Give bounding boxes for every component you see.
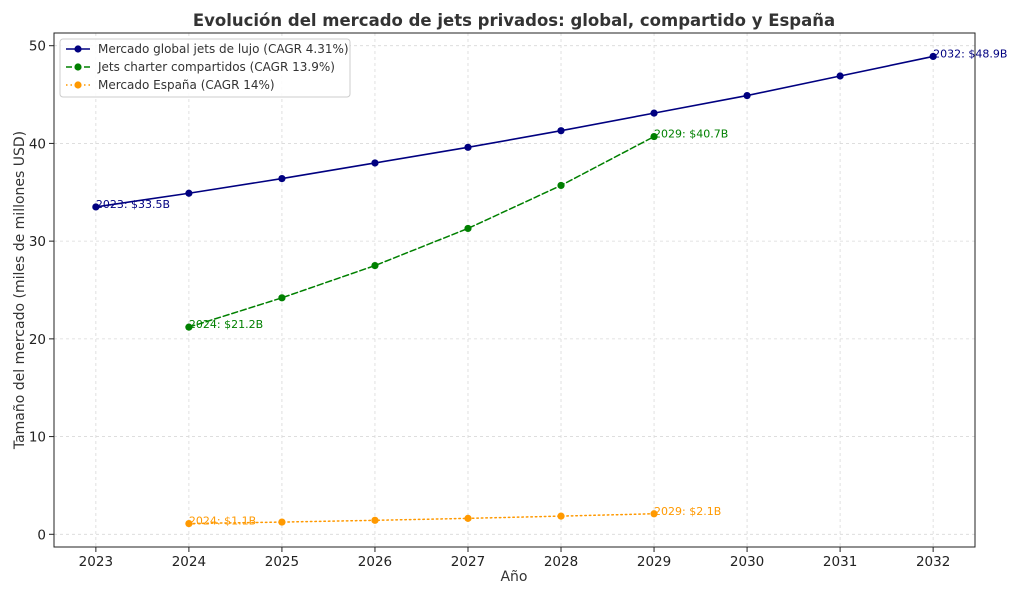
data-point xyxy=(557,512,565,520)
series-layer xyxy=(92,52,937,528)
x-tick-label: 2028 xyxy=(544,554,578,570)
x-tick-label: 2030 xyxy=(730,554,764,570)
data-point xyxy=(278,175,286,183)
y-tick-label: 0 xyxy=(37,527,46,543)
data-point xyxy=(836,72,844,80)
series-line xyxy=(188,135,655,328)
x-axis-label: Año xyxy=(500,569,527,585)
legend-label: Jets charter compartidos (CAGR 13.9%) xyxy=(97,60,335,74)
legend-item: Mercado global jets de lujo (CAGR 4.31%) xyxy=(66,42,349,56)
x-tick-label: 2023 xyxy=(79,554,113,570)
legend-swatch-marker xyxy=(74,81,82,89)
y-tick-label: 30 xyxy=(29,234,46,250)
legend-swatch-marker xyxy=(74,45,82,53)
legend-label: Mercado global jets de lujo (CAGR 4.31%) xyxy=(98,42,349,56)
data-point xyxy=(650,510,658,518)
legend: Mercado global jets de lujo (CAGR 4.31%)… xyxy=(59,38,351,98)
x-tick-label: 2026 xyxy=(358,554,392,570)
data-point xyxy=(371,261,379,270)
y-tick-label: 50 xyxy=(29,39,46,55)
data-point xyxy=(371,159,379,167)
x-tick-label: 2025 xyxy=(265,554,299,570)
data-annotation: 2023: $33.5B xyxy=(96,198,170,211)
data-point xyxy=(185,519,193,528)
data-annotation: 2029: $40.7B xyxy=(654,128,728,141)
data-point xyxy=(92,203,100,211)
x-tick-label: 2029 xyxy=(637,554,671,570)
legend-box xyxy=(59,38,351,98)
x-tick-label: 2031 xyxy=(823,554,857,570)
grid xyxy=(54,33,975,547)
data-annotation: 2029: $2.1B xyxy=(654,505,721,518)
data-point xyxy=(278,294,286,302)
data-point xyxy=(464,224,472,233)
plot-frame xyxy=(53,32,976,548)
series-2 xyxy=(185,510,658,528)
legend-item: Jets charter compartidos (CAGR 13.9%) xyxy=(66,60,335,74)
axis-ticks: 2023 2024 2025 2026 2027 2028 2029 2030 2031 2032… xyxy=(29,39,951,570)
data-point xyxy=(371,516,379,524)
y-tick-label: 40 xyxy=(29,136,46,152)
series-1 xyxy=(185,132,658,331)
data-point xyxy=(650,109,658,117)
data-annotation: 2024: $21.2B xyxy=(189,318,263,331)
legend-item: Mercado España (CAGR 14%) xyxy=(66,78,275,92)
data-point xyxy=(557,127,565,135)
data-point xyxy=(929,52,937,61)
x-tick-label: 2032 xyxy=(916,554,950,570)
y-tick-label: 20 xyxy=(29,332,46,348)
series-line xyxy=(95,55,934,208)
data-annotation: 2032: $48.9B xyxy=(933,47,1007,60)
y-axis-label: Tamaño del mercado (miles de millones US… xyxy=(12,131,28,450)
legend-label: Mercado España (CAGR 14%) xyxy=(98,78,275,92)
data-point xyxy=(185,323,193,331)
x-tick-label: 2027 xyxy=(451,554,485,570)
data-point xyxy=(743,91,751,100)
data-point xyxy=(278,518,286,526)
series-0 xyxy=(92,52,937,211)
y-tick-label: 10 xyxy=(29,430,46,446)
data-point xyxy=(464,514,472,522)
annotations: 2023: $33.5B 2032: $48.9B 2024: $21.2B 2029… xyxy=(96,47,1008,527)
data-point xyxy=(650,132,658,141)
data-point xyxy=(464,143,472,151)
data-point xyxy=(557,181,565,190)
x-tick-label: 2024 xyxy=(172,554,206,570)
chart-title: Evolución del mercado de jets privados: … xyxy=(193,11,835,30)
legend-swatch-marker xyxy=(74,63,82,71)
data-point xyxy=(185,189,193,197)
series-line xyxy=(188,513,655,525)
data-annotation: 2024: $1.1B xyxy=(189,515,256,528)
